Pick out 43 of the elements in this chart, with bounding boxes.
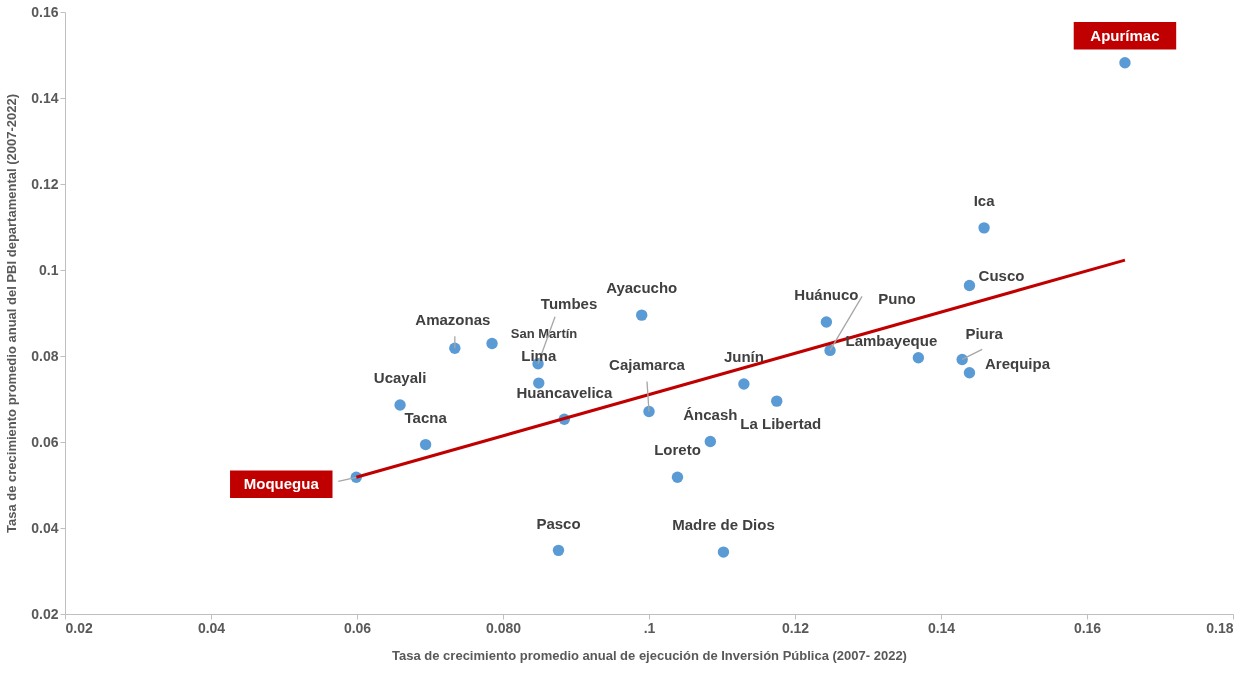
y-tick-label: 0.1 xyxy=(39,261,59,278)
y-tick-label: 0.08 xyxy=(31,347,59,364)
annotation: San Martín xyxy=(510,325,578,341)
y-tick-label: 0.16 xyxy=(31,3,59,20)
annotation: Moquegua xyxy=(243,475,320,493)
annotation: Apurímac xyxy=(1090,26,1160,44)
annotation: Áncash xyxy=(683,405,738,423)
x-tick-label: 0.12 xyxy=(781,619,810,636)
annotation: Piura xyxy=(965,325,1004,343)
annotation: Loreto xyxy=(654,441,701,459)
y-tick-label: 0.04 xyxy=(31,519,59,536)
annotation: Tacna xyxy=(404,408,448,426)
annotation: Huánuco xyxy=(794,286,859,304)
annotation: Arequipa xyxy=(984,354,1051,372)
x-tick-label: 0.18 xyxy=(1206,619,1234,636)
annotation: Ayacucho xyxy=(606,279,678,297)
x-tick-label: .1 xyxy=(643,619,656,636)
x-tick-label: 0.02 xyxy=(65,619,93,636)
annotation: Cusco xyxy=(978,267,1025,285)
annotation: La Libertad xyxy=(740,415,822,433)
x-tick-label: 0.14 xyxy=(927,619,956,636)
annotation: Huancavelica xyxy=(516,384,613,402)
annotation: Pasco xyxy=(536,515,581,533)
y-tick-label: 0.06 xyxy=(31,433,59,450)
y-tick-label: 0.12 xyxy=(31,175,59,192)
annotation: Lima xyxy=(521,347,557,365)
annotation: Ica xyxy=(973,191,996,209)
annotation: Ucayali xyxy=(373,369,427,387)
x-tick-label: 0.16 xyxy=(1073,619,1102,636)
annotation: Junín xyxy=(723,347,764,365)
annotation: Madre de Dios xyxy=(672,516,775,534)
y-axis-title: Tasa de crecimiento promedio anual del PBI departamental (2007-2022) xyxy=(4,93,20,534)
annotation: Tumbes xyxy=(540,294,598,312)
y-tick-label: 0.02 xyxy=(31,605,59,622)
annotation: Lambayeque xyxy=(845,331,938,349)
y-tick-label: 0.14 xyxy=(31,89,59,106)
x-axis-title: Tasa de crecimiento promedio anual de ejecución de Inversión Pública (2007- 2022) xyxy=(392,647,907,663)
x-tick-label: 0.04 xyxy=(197,619,226,636)
annotation: Cajamarca xyxy=(609,356,686,374)
x-tick-label: 0.080 xyxy=(485,619,522,636)
annotation: Puno xyxy=(878,290,916,308)
annotation: Amazonas xyxy=(415,311,491,329)
x-tick-label: 0.06 xyxy=(343,619,372,636)
